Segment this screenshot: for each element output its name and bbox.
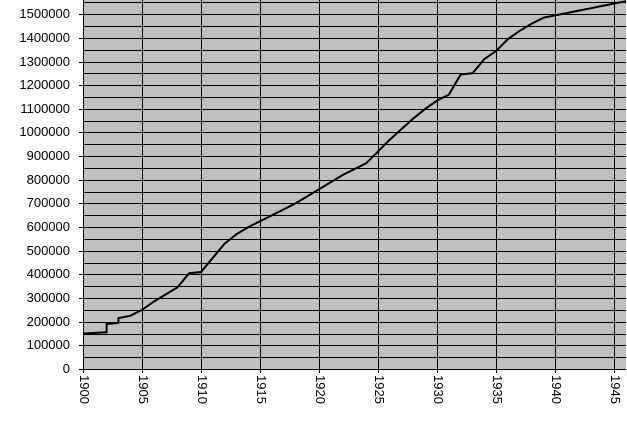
y-tick-label: 1100000: [20, 101, 70, 116]
y-tick-label: 700000: [27, 195, 70, 210]
y-tick-label: 1000000: [19, 124, 70, 139]
x-tick-label: 1915: [254, 375, 269, 404]
x-tick-label: 1920: [313, 375, 328, 404]
y-tick-label: 500000: [27, 243, 70, 258]
y-tick-label: 800000: [27, 172, 70, 187]
y-tick-label: 1200000: [19, 77, 70, 92]
x-tick-label: 1925: [372, 375, 387, 404]
y-tick-label: 200000: [27, 314, 70, 329]
x-tick-label: 1940: [549, 375, 564, 404]
x-tick-label: 1905: [136, 375, 151, 404]
plot-area: [83, 0, 626, 369]
x-tick-label: 1945: [608, 375, 623, 404]
x-tick-label: 1900: [77, 375, 92, 404]
y-tick-label: 1500000: [19, 6, 70, 21]
y-tick-label: 600000: [27, 219, 70, 234]
x-tick-label: 1935: [490, 375, 505, 404]
y-tick-label: 900000: [27, 148, 70, 163]
y-tick-label: 300000: [27, 290, 70, 305]
x-tick-label: 1910: [195, 375, 210, 404]
y-tick-label: 1300000: [19, 54, 70, 69]
x-tick-label: 1930: [431, 375, 446, 404]
y-tick-label: 1400000: [19, 30, 70, 45]
y-tick-label: 400000: [27, 266, 70, 281]
y-tick-label: 0: [63, 361, 70, 376]
data-line: [82, 0, 627, 335]
y-tick-label: 100000: [27, 337, 70, 352]
